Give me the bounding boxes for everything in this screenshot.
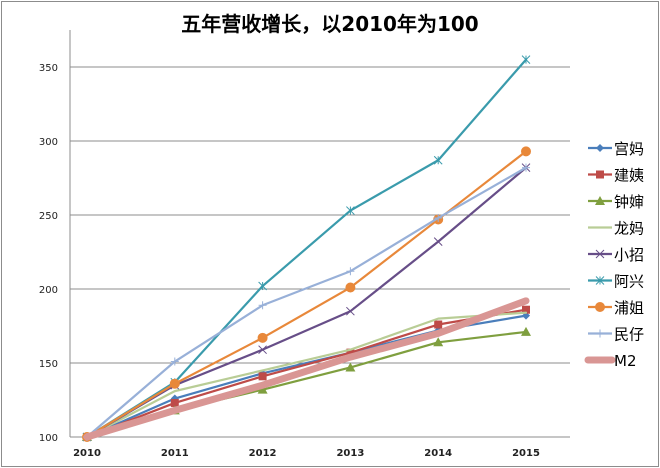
legend-item: 宫妈 — [588, 140, 644, 158]
y-tick-label: 150 — [39, 359, 58, 370]
data-point — [346, 306, 355, 316]
data-point — [257, 332, 268, 343]
series-line — [85, 308, 528, 439]
data-point — [521, 146, 531, 157]
y-tick-label: 250 — [39, 211, 58, 222]
data-point — [169, 378, 180, 389]
legend-item: 阿兴 — [588, 273, 644, 291]
data-point — [257, 384, 268, 394]
legend-label: 钟婶 — [614, 193, 644, 211]
legend-label: M2 — [614, 352, 637, 370]
legend-item: 钟婶 — [588, 193, 644, 211]
data-point — [433, 337, 444, 347]
legend-label: 建姨 — [614, 167, 644, 185]
x-tick-label: 2012 — [249, 448, 277, 459]
y-tick-label: 200 — [39, 285, 58, 296]
y-tick-label: 300 — [39, 137, 58, 148]
data-point — [346, 348, 355, 357]
series-line — [85, 330, 528, 439]
legend-label: 浦姐 — [614, 299, 644, 317]
chart-title: 五年营收增长，以2010年为100 — [181, 12, 479, 36]
data-point — [258, 345, 267, 355]
series-line — [85, 150, 528, 439]
series-龙妈 — [85, 311, 528, 439]
legend-marker — [595, 249, 605, 259]
legend-label: 小招 — [614, 246, 644, 264]
data-point — [345, 362, 356, 372]
series-line — [83, 297, 530, 441]
legend-item: 小招 — [588, 246, 644, 264]
y-tick-label: 100 — [39, 433, 58, 444]
x-tick-label: 2014 — [424, 448, 452, 459]
data-point — [433, 237, 443, 246]
legend-item: 龙妈 — [588, 220, 644, 238]
y-tick-label: 350 — [39, 63, 58, 74]
data-point — [522, 305, 530, 314]
legend-label: 民仔 — [614, 326, 644, 344]
x-tick-label: 2011 — [161, 448, 189, 459]
data-point — [258, 372, 267, 381]
legend-marker — [595, 302, 605, 312]
legend-marker — [596, 144, 604, 152]
data-point — [345, 282, 356, 293]
x-tick-label: 2010 — [73, 448, 101, 459]
legend-item: 建姨 — [588, 167, 644, 185]
legend-item: M2 — [584, 352, 637, 370]
legend-label: 宫妈 — [614, 140, 644, 158]
legend-marker — [596, 170, 604, 179]
legend-label: 阿兴 — [614, 273, 644, 291]
legend-marker — [595, 196, 605, 205]
x-tick-label: 2013 — [336, 448, 364, 459]
x-tick-label: 2015 — [512, 448, 540, 459]
legend-item: 民仔 — [588, 326, 644, 344]
series-M2 — [83, 297, 530, 441]
data-point — [434, 320, 443, 329]
series-line — [85, 166, 528, 439]
series-line — [85, 311, 528, 439]
legend-item: 浦姐 — [588, 299, 644, 317]
data-point — [170, 398, 179, 407]
legend-label: 龙妈 — [614, 220, 644, 238]
data-point — [521, 326, 531, 336]
